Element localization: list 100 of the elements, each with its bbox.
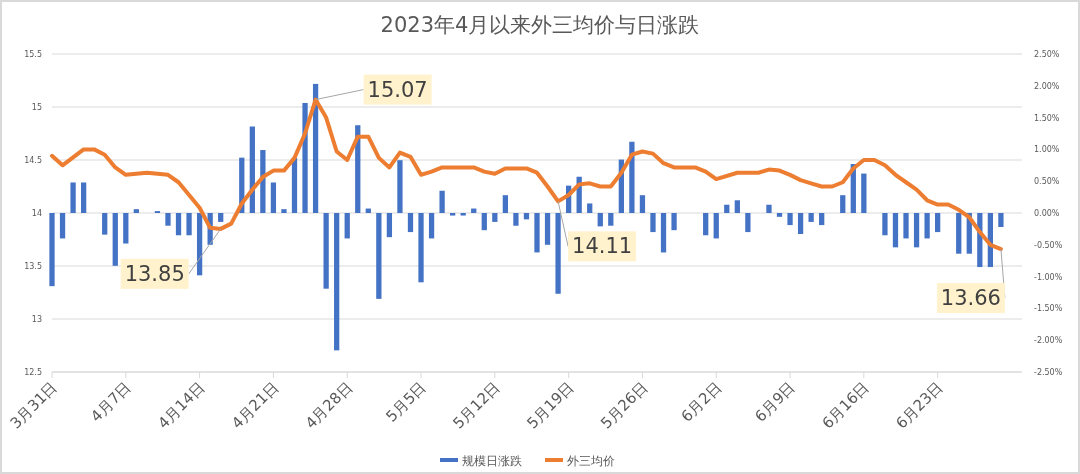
bar [397, 160, 403, 213]
bar [386, 213, 393, 238]
bar [70, 182, 76, 213]
annotation: 13.85 [124, 261, 185, 286]
y-tick-label: 15.5 [24, 50, 42, 59]
y2-tick-label: -2.00% [1034, 336, 1063, 346]
bar [59, 213, 66, 239]
bar [407, 213, 414, 233]
y2-tick-label: 1.00% [1034, 145, 1060, 155]
bar [218, 213, 224, 222]
x-tick-label: 5月5日 [382, 378, 430, 426]
x-tick-label: 6月23日 [892, 378, 947, 433]
bar [196, 213, 203, 276]
x-tick-label: 6月9日 [751, 378, 799, 426]
bar [450, 213, 456, 216]
y2-tick-label: -0.50% [1034, 240, 1063, 250]
bar [903, 213, 909, 239]
bar [544, 213, 551, 245]
bar [766, 204, 772, 213]
bar [703, 213, 709, 236]
x-tick-label: 4月14日 [154, 378, 209, 433]
bar [555, 213, 561, 294]
bar [439, 190, 445, 213]
bar [724, 204, 730, 213]
bar [334, 213, 340, 351]
x-tick-label: 5月12日 [449, 378, 504, 433]
bar [650, 213, 656, 233]
annotation: 14.11 [572, 234, 633, 259]
y2-tick-label: 0.00% [1034, 209, 1060, 218]
x-tick-label: 4月21日 [228, 378, 283, 433]
y-tick-label: 14 [31, 209, 42, 218]
bar [998, 213, 1004, 227]
bar [175, 213, 182, 236]
bar [112, 213, 118, 266]
y2-tick-label: -1.00% [1034, 272, 1063, 282]
bar [534, 213, 540, 253]
bar [808, 213, 814, 222]
chart-title: 2023年4月以来外三均价与日涨跌 [380, 13, 700, 37]
y2-tick-label: 2.50% [1034, 50, 1060, 59]
bar [418, 213, 424, 283]
bar [165, 213, 171, 226]
bar [882, 213, 888, 236]
x-tick-label: 5月19日 [523, 378, 578, 433]
bar [102, 213, 108, 235]
annotation: 15.07 [367, 77, 428, 102]
x-tick-label: 5月26日 [597, 378, 652, 433]
bar [460, 213, 466, 216]
y2-tick-label: 0.50% [1034, 177, 1060, 187]
y-tick-label: 13 [31, 315, 42, 324]
y-tick-label: 13.5 [24, 262, 42, 271]
bar [281, 209, 287, 213]
bar [924, 213, 930, 239]
bar [428, 213, 435, 239]
bar [956, 213, 962, 254]
bar [629, 141, 635, 213]
bar [123, 213, 129, 244]
x-tick-label: 4月28日 [301, 378, 357, 433]
bar [270, 182, 277, 213]
line-series [50, 97, 1003, 252]
bar [776, 213, 783, 217]
bar [797, 213, 804, 234]
y2-tick-label: -1.50% [1034, 304, 1063, 314]
bar [608, 213, 614, 226]
bar [49, 213, 55, 287]
bar [639, 195, 646, 213]
bar [861, 173, 867, 213]
bar [660, 213, 667, 253]
bar [513, 213, 519, 226]
legend-label: 外三均价 [567, 453, 615, 468]
bar [376, 213, 382, 299]
bar [713, 213, 719, 239]
bar [80, 182, 87, 213]
bar [935, 213, 941, 233]
y-tick-label: 14.5 [24, 156, 42, 165]
bar [597, 213, 603, 227]
bar [323, 213, 329, 289]
y-tick-label: 15 [31, 103, 42, 112]
bar [344, 213, 350, 239]
bar [892, 213, 899, 248]
bar [671, 213, 677, 231]
x-tick-label: 4月7日 [87, 378, 135, 426]
legend-label: 规模日涨跌 [462, 453, 522, 468]
bar [587, 203, 593, 213]
bar [481, 213, 487, 231]
x-tick-label: 6月16日 [818, 378, 873, 433]
bar [913, 213, 920, 248]
bar [734, 200, 740, 213]
bar [745, 213, 751, 233]
y-tick-label: 12.5 [24, 368, 42, 377]
bar [186, 213, 192, 236]
y2-tick-label: 2.00% [1034, 81, 1060, 91]
bar [502, 195, 509, 213]
bar [133, 209, 139, 213]
y2-tick-label: 1.50% [1034, 113, 1060, 123]
bar [787, 213, 793, 226]
bar [840, 195, 846, 213]
x-tick-label: 6月2日 [677, 378, 726, 426]
x-tick-label: 3月31日 [6, 378, 61, 433]
bar [819, 213, 825, 226]
annotation: 13.66 [940, 286, 1001, 311]
